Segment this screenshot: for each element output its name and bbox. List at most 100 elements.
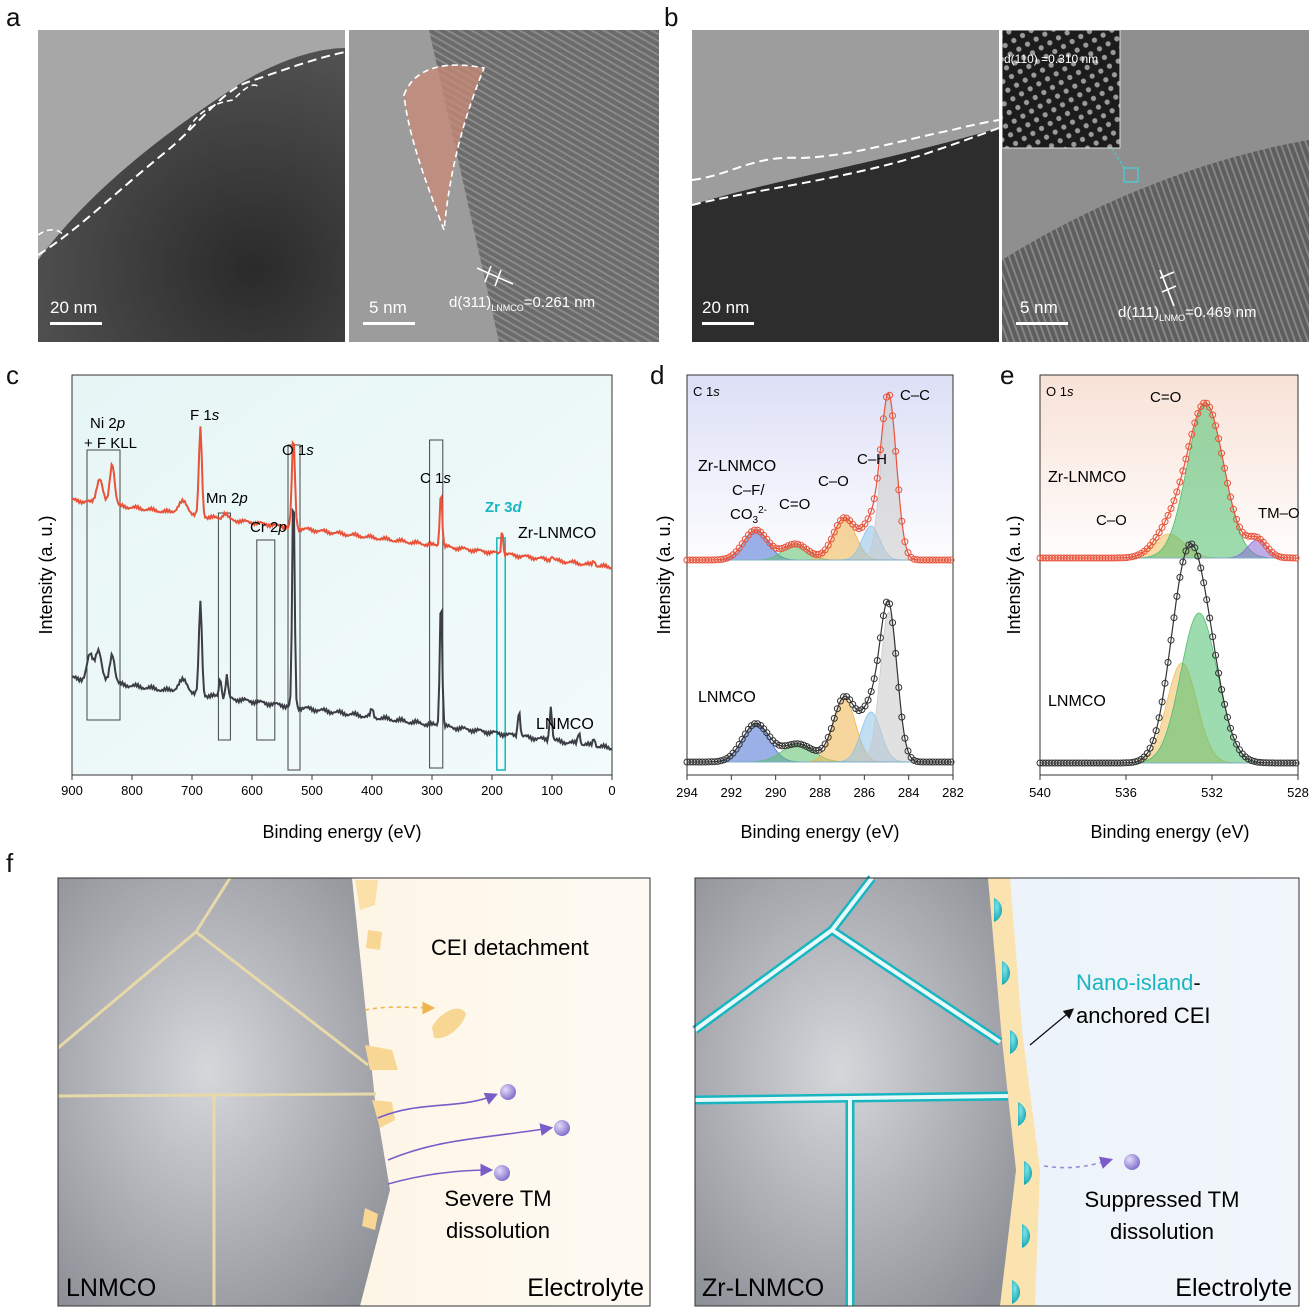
data-point [855,707,863,715]
data-point [1227,724,1234,732]
data-point [904,747,912,755]
data-point [1194,410,1202,417]
y-axis-title: Intensity (a. u.) [36,515,56,634]
region-label-f1s: F 1s [190,407,220,424]
x-axis-ticks: 540 536 532 528 [1029,775,1309,800]
nano-islands [994,898,1033,1304]
tick-label: 536 [1115,785,1137,800]
lattice-spacing-label: d(311)LNMCO=0.261 nm [449,294,596,313]
chart-title: O 1s [1046,384,1074,399]
nano-island [1002,961,1011,985]
dissolution-arrow [387,1163,494,1185]
data-point [1155,529,1163,537]
tick-label: 294 [676,785,698,800]
schematic-right-zr-lnmco: Nano-island- anchored CEI Suppressed TM … [692,875,1300,1307]
tm-ion [494,1165,510,1181]
suppressed-arrow [1043,1156,1114,1169]
grain-boundaries [692,875,1009,1306]
series-label-lnmco: LNMCO [536,716,594,733]
region-label-c1s: C 1s [420,470,451,487]
data-point [824,733,832,741]
grain-boundaries [57,877,377,1306]
data-point [735,740,743,748]
tick-label: 900 [61,783,83,798]
peak-label-co3: CO32- [730,505,767,526]
data-point [1194,552,1202,560]
data-point [830,528,838,536]
schematic-diagram: CEI detachment Severe TM dissolution LNM… [57,875,1300,1307]
series-label-zr-lnmco: Zr-LNMCO [518,525,596,542]
nano-island [1012,1280,1020,1304]
tick-label: 292 [720,785,742,800]
data-point [827,535,835,543]
peak-label-ch: C–H [857,451,887,468]
tick-label: 282 [942,785,964,800]
scale-bar [702,322,754,325]
data-point [1170,497,1178,505]
region-box [86,449,121,721]
fit-envelope [1040,543,1297,764]
panel-label-c: c [6,360,19,390]
x-axis-title: Binding energy (eV) [740,822,899,842]
data-point [1233,515,1240,523]
data-point [1215,435,1223,443]
tick-label: 540 [1029,785,1051,800]
lattice-spacing-label: d(111)LNMO=0.469 nm [1118,304,1257,323]
data-point [1179,558,1187,566]
data-point [741,730,749,738]
scale-label: 5 nm [369,298,407,317]
data-point [732,745,740,753]
x-axis-title: Binding energy (eV) [1090,822,1249,842]
data-point [1185,443,1193,450]
nano-island [1018,1102,1026,1126]
data-point [886,600,894,608]
data-point [1179,467,1187,475]
panel-label-a: a [6,2,21,32]
label-suppressed-tm: Suppressed TM [1085,1187,1240,1212]
tick-label: 100 [541,783,563,798]
peak-label-ceo: C=O [779,496,810,513]
label-severe-tm: Severe TM [444,1186,551,1211]
region-label-o1s: O 1s [282,442,314,459]
fit-envelope [1040,402,1297,559]
nano-island [1024,1161,1033,1185]
tick-label: 284 [898,785,920,800]
data-point [821,546,829,554]
scale-label: 5 nm [1020,298,1058,317]
tem-image-b-hr: d(110) =0.310 nm d(111)LNMO=0.469 nm 5 n… [1002,30,1309,342]
data-point [1209,411,1217,419]
chart-e-o1s: 540 536 532 528 O 1s C=O C–O TM–O Zr-LNMCO … [1004,374,1309,842]
series-line-zr-lnmco [71,426,613,570]
chart-c-xps-survey: 900 800 700 600 500 400 300 200 100 0 Ni 2p + F K… [36,374,616,842]
tick-label: 0 [608,783,615,798]
fit-envelope [687,392,952,561]
data-point [861,702,869,710]
anchored-cei-layer [988,878,1040,1306]
data-point [861,520,869,528]
series-line-lnmco [71,507,613,751]
data-point [1191,544,1199,552]
y-axis-title: Intensity (a. u.) [654,515,674,634]
inset-lattice-label: d(110) =0.310 nm [1004,52,1099,66]
panel-label-d: d [650,360,665,390]
dissolution-arrow [387,1123,554,1161]
tm-ion [1124,1154,1140,1170]
region-box [429,439,444,769]
data-point [1149,737,1157,745]
series-label-lnmco: LNMCO [1048,693,1106,710]
data-point [1224,713,1231,721]
data-point [1167,505,1175,512]
data-point [1212,422,1220,430]
data-point [864,696,872,704]
data-point [830,714,838,722]
scale-bar [363,322,415,325]
fit-components [1036,399,1300,767]
dissolution-arrow [377,1092,498,1119]
peak-label-cf: C–F/ [732,482,765,499]
data-point [1182,547,1190,555]
data-point [1158,523,1166,531]
data-point [867,688,875,695]
data-point [784,542,792,550]
pointer-arrow [1029,1008,1074,1046]
tick-label: 500 [301,783,323,798]
